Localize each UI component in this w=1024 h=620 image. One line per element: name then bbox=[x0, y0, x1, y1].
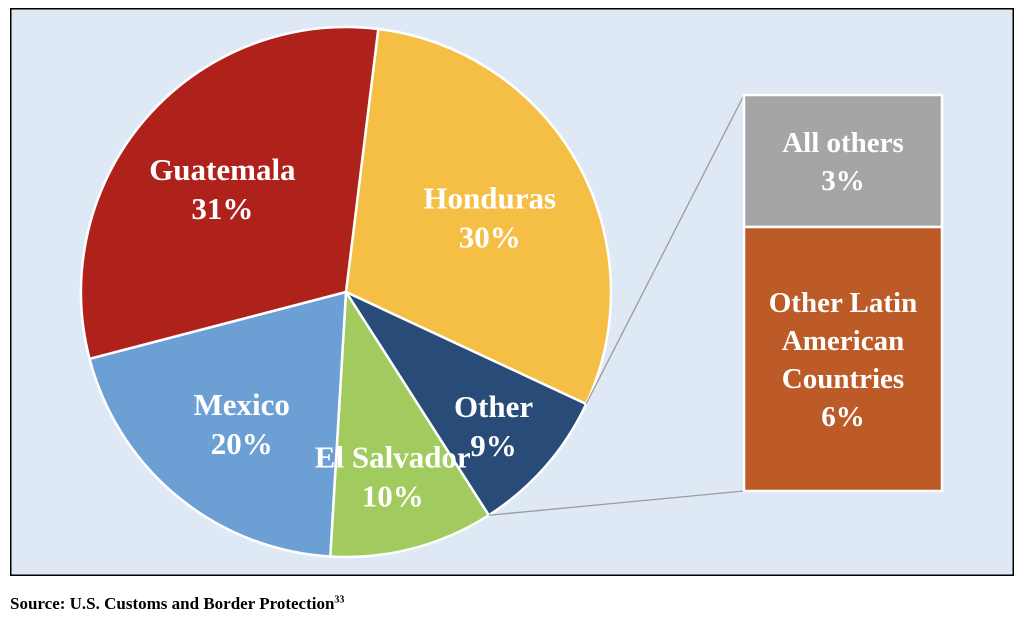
breakdown-label-other-latin-american-countries-line-1: American bbox=[782, 325, 904, 357]
connector-line-bottom bbox=[488, 490, 745, 516]
slice-labels: Honduras 30% Other 9%El Salvador 10% Mexico 20… bbox=[149, 152, 556, 514]
slice-label-el-salvador: El Salvador bbox=[315, 440, 471, 475]
source-note: Source: U.S. Customs and Border Protecti… bbox=[10, 594, 344, 614]
slice-label-other: Other bbox=[454, 389, 533, 424]
breakdown-connectors bbox=[488, 94, 745, 516]
breakdown-bar: All others 3% Other Latin American Countries… bbox=[742, 93, 944, 493]
breakdown-label-other-latin-american-countries-line-0: Other Latin bbox=[769, 287, 918, 319]
breakdown-segment-other-latin-american-countries bbox=[742, 225, 944, 493]
slice-value-el-salvador: 10% bbox=[362, 479, 424, 514]
slice-label-mexico: Mexico bbox=[194, 387, 290, 422]
pie-chart: All others 3% Other Latin American Countries… bbox=[10, 8, 1014, 576]
pie-slice-mexico bbox=[88, 290, 348, 558]
slice-value-guatemala: 31% bbox=[191, 191, 253, 226]
slice-label-guatemala: Guatemala bbox=[149, 152, 296, 187]
pie-slice-other bbox=[344, 290, 588, 517]
breakdown-label-other-latin-american-countries-line-2: Countries bbox=[782, 363, 904, 395]
source-footnote: 33 bbox=[334, 594, 345, 606]
pie-slice-honduras bbox=[344, 27, 613, 406]
slice-value-other: 9% bbox=[470, 428, 517, 463]
breakdown-segment-all-others bbox=[742, 93, 944, 229]
breakdown-value-all-others: 3% bbox=[821, 165, 865, 197]
connector-line-top bbox=[585, 94, 745, 405]
source-text: Source: U.S. Customs and Border Protecti… bbox=[10, 594, 335, 613]
pie-slice-guatemala bbox=[79, 25, 380, 361]
pie-slices bbox=[79, 25, 613, 559]
slice-value-mexico: 20% bbox=[211, 426, 273, 461]
breakdown-value-other-latin-american-countries: 6% bbox=[821, 401, 865, 433]
breakdown-label-all-others-line-0: All others bbox=[782, 127, 904, 159]
pie-slice-el-salvador bbox=[329, 290, 491, 559]
slice-value-honduras: 30% bbox=[459, 219, 521, 254]
slice-label-honduras: Honduras bbox=[423, 180, 556, 215]
